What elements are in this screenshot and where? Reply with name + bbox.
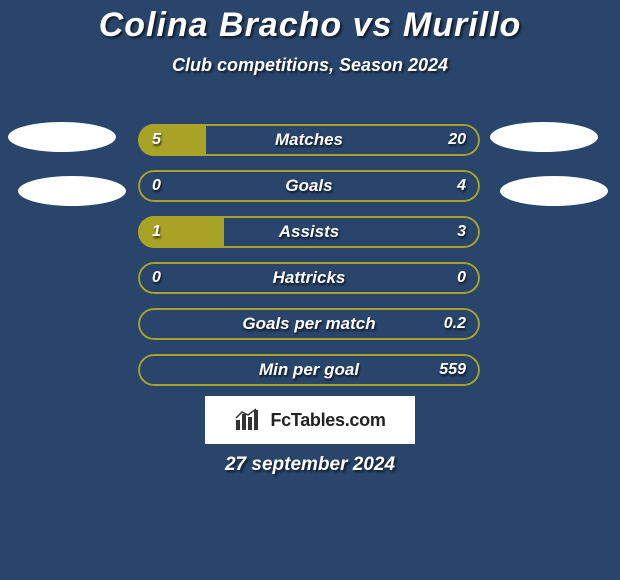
stat-row: 13Assists bbox=[138, 216, 480, 248]
bar-chart-icon bbox=[234, 408, 262, 432]
badge-text: FcTables.com bbox=[270, 410, 385, 431]
fctables-badge: FcTables.com bbox=[205, 396, 415, 444]
stat-label: Matches bbox=[138, 124, 480, 156]
player-photo-placeholder bbox=[18, 176, 126, 206]
stat-row: 0.2Goals per match bbox=[138, 308, 480, 340]
player-photo-placeholder bbox=[490, 122, 598, 152]
stat-label: Hattricks bbox=[138, 262, 480, 294]
player-photo-placeholder bbox=[8, 122, 116, 152]
stat-label: Assists bbox=[138, 216, 480, 248]
subtitle: Club competitions, Season 2024 bbox=[0, 55, 620, 76]
page-title: Colina Bracho vs Murillo bbox=[0, 0, 620, 45]
comparison-chart: 520Matches 04Goals 13Assists 00Hattricks 0.2… bbox=[138, 124, 480, 400]
stat-label: Goals bbox=[138, 170, 480, 202]
stat-row: 00Hattricks bbox=[138, 262, 480, 294]
stat-row: 04Goals bbox=[138, 170, 480, 202]
stat-label: Goals per match bbox=[138, 308, 480, 340]
stat-label: Min per goal bbox=[138, 354, 480, 386]
stat-row: 559Min per goal bbox=[138, 354, 480, 386]
player-photo-placeholder bbox=[500, 176, 608, 206]
stat-row: 520Matches bbox=[138, 124, 480, 156]
date-text: 27 september 2024 bbox=[0, 454, 620, 476]
